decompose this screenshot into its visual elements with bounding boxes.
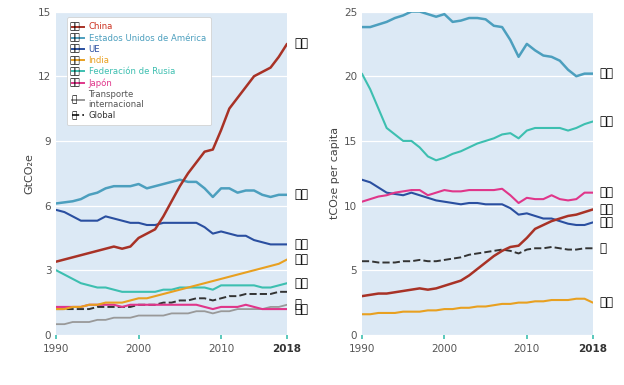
Text: 🌍: 🌍 — [600, 242, 607, 255]
Text: 🚢: 🚢 — [72, 95, 77, 104]
Text: 🇺🇸: 🇺🇸 — [294, 188, 308, 201]
Y-axis label: tCO₂e per capita: tCO₂e per capita — [329, 127, 339, 219]
Text: 🇮🇳: 🇮🇳 — [600, 296, 614, 309]
Text: 🇮🇳: 🇮🇳 — [294, 253, 308, 266]
Text: 🇨🇳: 🇨🇳 — [294, 37, 308, 50]
Legend: China, Estados Unidos de América, UE, India, Federación de Rusia, Japón, Transpo: China, Estados Unidos de América, UE, In… — [67, 17, 211, 125]
Text: 🇨🇳: 🇨🇳 — [69, 22, 80, 32]
Text: 🇮🇳: 🇮🇳 — [69, 56, 80, 65]
Text: 🇯🇵: 🇯🇵 — [69, 78, 80, 87]
Text: 🇪🇺: 🇪🇺 — [600, 216, 614, 229]
Text: 🇪🇺: 🇪🇺 — [294, 238, 308, 251]
Y-axis label: GtCO₂e: GtCO₂e — [24, 153, 34, 194]
Text: 🇺🇸: 🇺🇸 — [69, 33, 80, 43]
Text: 🇷🇺: 🇷🇺 — [294, 277, 308, 290]
Text: 🇷🇺: 🇷🇺 — [600, 115, 614, 128]
Text: 🇪🇺: 🇪🇺 — [69, 45, 80, 54]
Text: 🇨🇳: 🇨🇳 — [600, 203, 614, 216]
Text: 🇺🇸: 🇺🇸 — [600, 67, 614, 80]
Text: 🇯🇵: 🇯🇵 — [294, 303, 308, 316]
Text: 🌍: 🌍 — [72, 111, 77, 120]
Text: 🚢: 🚢 — [294, 298, 301, 311]
Text: 🇷🇺: 🇷🇺 — [69, 67, 80, 76]
Text: 🇯🇵: 🇯🇵 — [600, 186, 614, 199]
